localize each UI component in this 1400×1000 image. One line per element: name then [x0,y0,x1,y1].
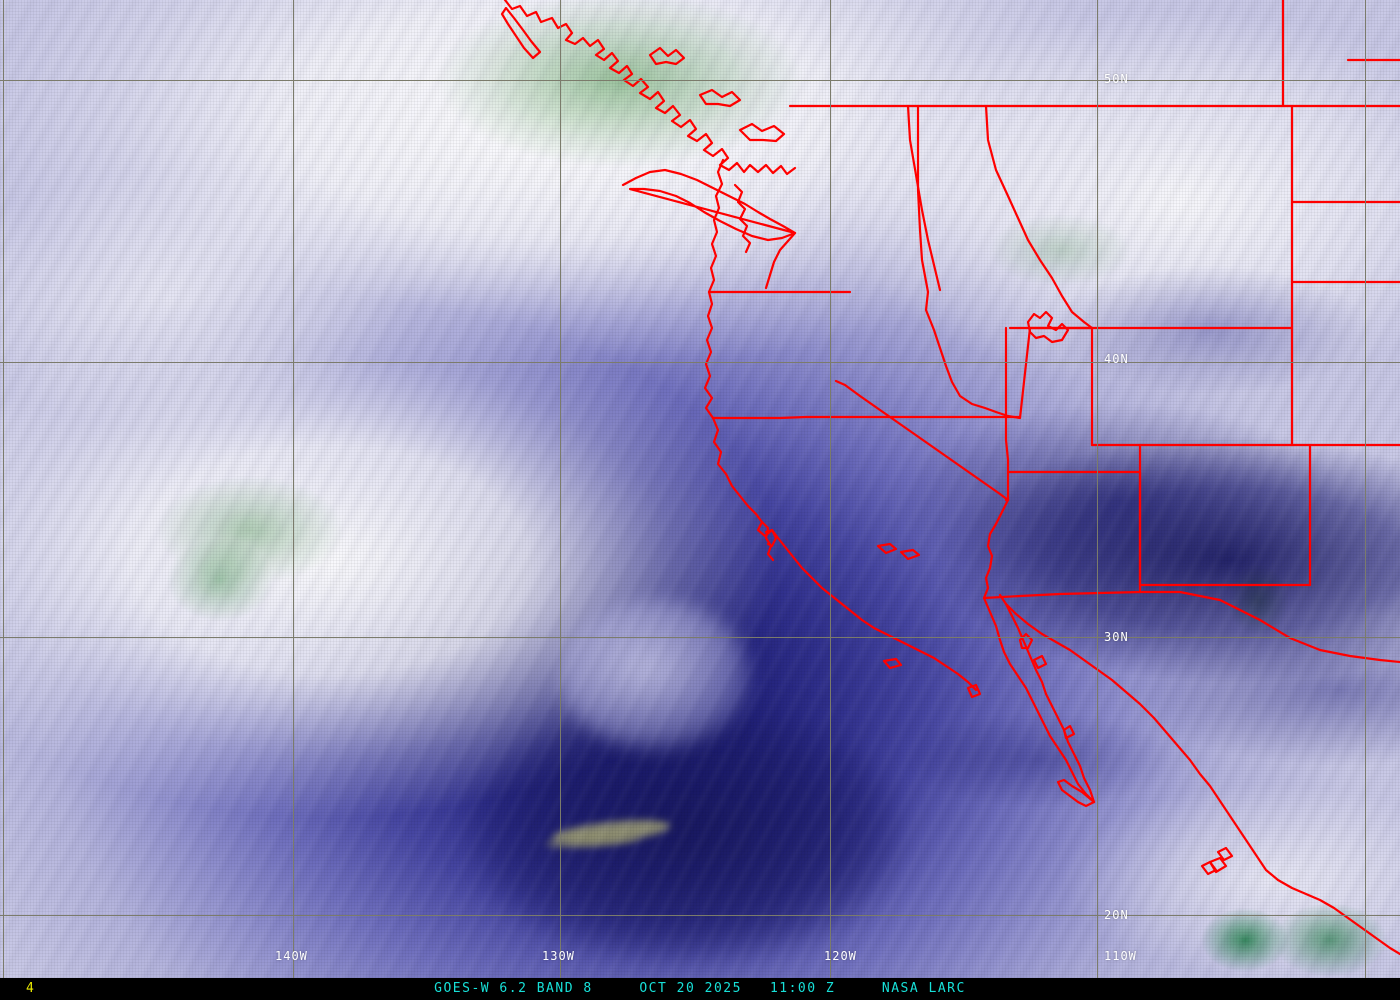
channel-islands-2 [899,548,921,561]
lon-label-140w: 140W [275,949,308,963]
border-us-mexico-southwest [982,590,1400,664]
graticule-lat-50n [0,80,1400,81]
caption-date: OCT 20 2025 [639,981,742,996]
channel-islands-3 [882,657,903,670]
caption-source: NASA LARC [881,981,966,996]
lat-lon-graticule: 50N 40N 30N 20N 140W 130W 120W 110W [0,0,1400,978]
graticule-lat-20n [0,915,1400,916]
border-nevada-california-diagonal [834,379,1010,502]
coastline-oregon [703,290,715,420]
coastline-washington [707,158,797,294]
graticule-lon-100w [1365,0,1366,978]
border-canada-internal-ab-bc [906,104,942,292]
border-washington-idaho [916,104,930,294]
wv-striation-texture [0,0,1400,978]
baja-detail-mid [1032,654,1048,670]
lat-label-30n: 30N [1104,630,1129,644]
border-arizona-california [982,498,1010,600]
caption-instrument: GOES-W 6.2 BAND 8 [434,981,593,996]
gulf-of-california-mainland [1004,602,1400,956]
wv-cold-top-green-layer [0,0,1400,978]
san-francisco-bay [760,520,778,562]
lon-label-120w: 120W [824,949,857,963]
water-vapor-image: 50N 40N 30N 20N 140W 130W 120W 110W [0,0,1400,978]
baja-detail-south [1062,724,1076,740]
graticule-lon-130w [560,0,561,978]
great-salt-lake [1026,310,1070,344]
graticule-lat-30n [0,637,1400,638]
caption-text: GOES-W 6.2 BAND 8 OCT 20 2025 11:00 Z NA… [0,978,1400,1000]
lat-label-20n: 20N [1104,908,1129,922]
lon-label-110w: 110W [1104,949,1137,963]
coastline-baja-california-east [998,593,1096,804]
graticule-lon-edge [3,0,4,978]
graticule-lat-40n [0,362,1400,363]
caption-time: 11:00 Z [769,981,836,996]
isla-tiburon [1208,856,1228,874]
lon-label-130w: 130W [542,949,575,963]
queen-charlotte-sound-detail [738,122,786,143]
border-nevada-utah [1004,326,1010,462]
lat-label-40n: 40N [1104,352,1129,366]
graticule-lon-120w [830,0,831,978]
channel-islands-1 [876,542,898,555]
inlet-detail-bc-mid [698,88,742,108]
puget-sound-detail [733,183,752,254]
coastline-vancouver-island [621,168,797,242]
inlet-detail-bc-north [648,46,686,66]
border-idaho-montana [984,104,1094,330]
border-oregon-california [711,415,842,420]
wv-pixelation-texture [0,0,1400,978]
coastline-british-columbia [503,0,797,176]
frame-number-label: 4 [26,981,36,996]
guadalupe-island [966,683,982,699]
graticule-lon-140w [293,0,294,978]
baja-detail-north [1018,632,1034,650]
haida-gwaii [500,6,542,60]
baja-southern-tip [1056,778,1096,808]
mexico-coastal-island-1 [1216,846,1234,862]
lat-label-50n: 50N [1104,72,1129,86]
caption-bar: 4 GOES-W 6.2 BAND 8 OCT 20 2025 11:00 Z … [0,978,1400,1000]
graticule-lon-110w [1097,0,1098,978]
coastline-california [711,416,978,692]
political-boundaries-overlay [500,0,1400,956]
